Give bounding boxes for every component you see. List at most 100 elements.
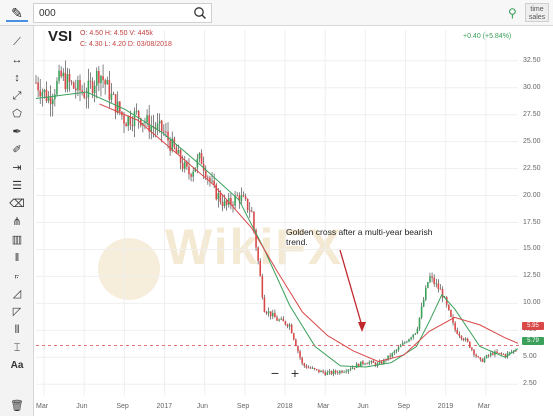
bar-pattern-tool-icon[interactable]: ▥ — [11, 234, 23, 246]
ohlc-line-1: O: 4.50 H: 4.50 V: 445k — [80, 30, 153, 37]
text-tool-icon[interactable]: Aa — [10, 360, 24, 371]
candle-body — [387, 355, 389, 361]
candle-body — [64, 72, 67, 90]
candle-body — [183, 161, 186, 169]
candle-body — [110, 93, 113, 100]
candle-body — [437, 283, 440, 289]
polygon-tool-icon[interactable]: ⬠ — [12, 108, 22, 120]
candle-body — [41, 92, 44, 97]
brush-tool-icon[interactable]: ✒ — [12, 126, 22, 138]
symbol-search-box[interactable] — [33, 3, 212, 23]
candle-body — [301, 357, 303, 364]
zoom-in-button[interactable]: + — [290, 365, 300, 381]
parallel-channel-tool-icon[interactable]: ☰ — [12, 180, 22, 192]
candle-body — [280, 318, 282, 320]
candle-body — [429, 276, 431, 283]
candle-body — [284, 321, 287, 325]
horizontal-line-tool-icon[interactable]: ↔ — [11, 54, 23, 66]
candle-body — [68, 74, 71, 82]
candle-body — [267, 311, 270, 314]
y-axis-tick-label: 25.00 — [523, 137, 541, 145]
vertical-line-tool-icon[interactable]: ↕ — [14, 72, 20, 84]
search-input[interactable] — [37, 5, 191, 22]
candle-body — [129, 116, 132, 126]
candle-body — [471, 347, 473, 350]
pen-tool-icon[interactable]: ✐ — [12, 144, 22, 156]
candle-body — [422, 299, 425, 307]
candle-body — [66, 74, 69, 90]
candle-body — [406, 341, 408, 343]
pencil-icon[interactable]: ✎ — [11, 5, 23, 21]
paperclip-icon[interactable]: ⚲ — [508, 6, 517, 20]
candle-body — [397, 347, 400, 350]
candle-body — [89, 80, 92, 82]
candle-body — [263, 297, 266, 313]
measure-tool-icon[interactable]: ⇥ — [12, 162, 22, 174]
candle-body — [146, 115, 148, 123]
candle-body — [163, 131, 165, 133]
candle-body — [290, 324, 293, 334]
candle-body — [37, 82, 39, 91]
candle-body — [360, 361, 362, 367]
candle-body — [336, 372, 339, 374]
candle-body — [114, 94, 117, 113]
candle-body — [248, 210, 251, 212]
candle-body — [139, 118, 142, 126]
price-change: +0.40 (+5.84%) — [463, 33, 512, 40]
candle-body — [496, 351, 498, 353]
candle-body — [81, 90, 83, 93]
ray-tool-icon[interactable]: ⤢ — [12, 90, 22, 102]
candle-body — [498, 352, 500, 354]
candle-body — [209, 177, 211, 181]
gann-fan-tool-icon[interactable]: ◿ — [12, 288, 22, 300]
candle-body — [506, 353, 509, 357]
candle-body — [450, 310, 452, 317]
candle-body — [127, 116, 130, 127]
y-axis-tick-label: 10.00 — [523, 299, 541, 307]
pivot-tool-icon[interactable]: ⌶ — [13, 342, 21, 354]
zoom-out-button[interactable]: − — [270, 365, 280, 381]
x-axis-tick-label: 2017 — [156, 403, 173, 410]
fib-retracement-tool-icon[interactable]: ◸ — [12, 306, 22, 318]
x-axis-tick-label: Mar — [477, 403, 490, 410]
sma-short-line — [35, 91, 519, 368]
candle-body — [102, 76, 104, 81]
candle-body — [242, 195, 245, 197]
candle-body — [95, 70, 98, 86]
y-axis-tick-label: 2.50 — [523, 380, 537, 388]
candle-body — [91, 81, 94, 94]
candle-body — [508, 352, 511, 354]
candle-body — [320, 370, 322, 373]
candle-body — [177, 150, 180, 154]
candle-body — [460, 335, 463, 339]
candle-body — [343, 371, 345, 373]
candle-body — [45, 89, 48, 102]
time-sales-button[interactable]: time sales — [525, 3, 549, 22]
candle-body — [311, 367, 314, 369]
candle-body — [35, 82, 37, 84]
x-axis-tick-label: Jun — [196, 403, 208, 410]
candle-body — [188, 166, 190, 175]
trash-icon[interactable]: 🗑 — [10, 400, 24, 412]
line-tool-icon[interactable]: ⟋ — [13, 36, 21, 48]
fib-fan-tool-icon[interactable]: ⟔ — [14, 270, 20, 282]
chart-area[interactable] — [34, 26, 553, 416]
candle-body — [167, 131, 169, 141]
candle-body — [230, 198, 232, 205]
candle-body — [253, 211, 255, 230]
search-icon[interactable] — [193, 6, 207, 20]
candle-body — [156, 123, 159, 130]
candle-body — [112, 93, 115, 95]
candle-body — [464, 338, 467, 341]
candle-body — [251, 211, 253, 213]
eraser-tool-icon[interactable]: ⌫ — [9, 198, 25, 210]
candle-body — [408, 339, 410, 342]
parallel-lines-tool-icon[interactable]: ‖ — [14, 252, 20, 264]
candle-body — [246, 198, 249, 211]
candle-body — [372, 361, 375, 363]
pitchfork-tool-icon[interactable]: ⋔ — [12, 216, 22, 228]
fib-timezone-tool-icon[interactable]: ⦀ — [14, 324, 20, 336]
candle-body — [334, 370, 337, 373]
candle-body — [305, 365, 308, 368]
